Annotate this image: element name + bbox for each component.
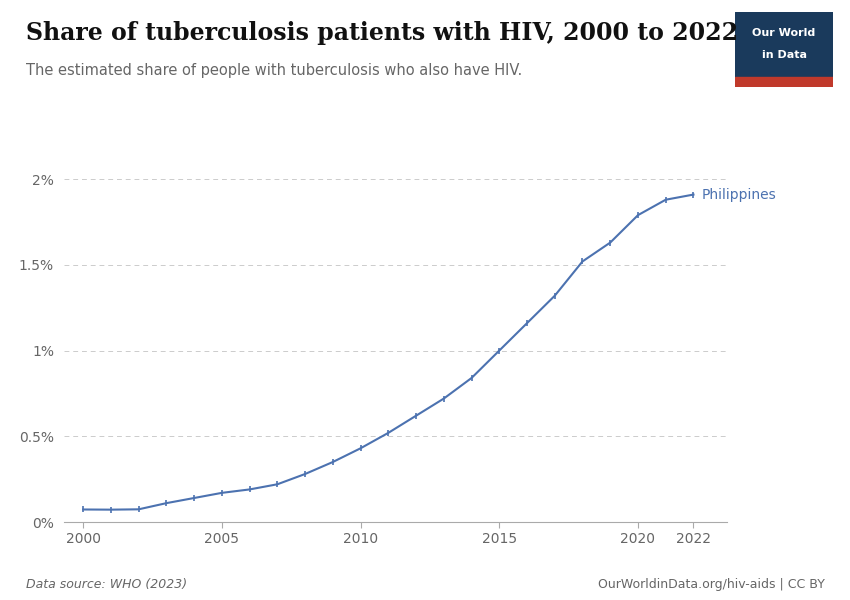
- Text: Data source: WHO (2023): Data source: WHO (2023): [26, 578, 187, 591]
- Text: Philippines: Philippines: [702, 188, 777, 202]
- Bar: [735, 77, 833, 87]
- Text: Share of tuberculosis patients with HIV, 2000 to 2022: Share of tuberculosis patients with HIV,…: [26, 21, 738, 45]
- Text: OurWorldinData.org/hiv-aids | CC BY: OurWorldinData.org/hiv-aids | CC BY: [598, 578, 824, 591]
- Text: in Data: in Data: [762, 50, 807, 60]
- Text: The estimated share of people with tuberculosis who also have HIV.: The estimated share of people with tuber…: [26, 63, 522, 78]
- Text: Our World: Our World: [752, 28, 816, 38]
